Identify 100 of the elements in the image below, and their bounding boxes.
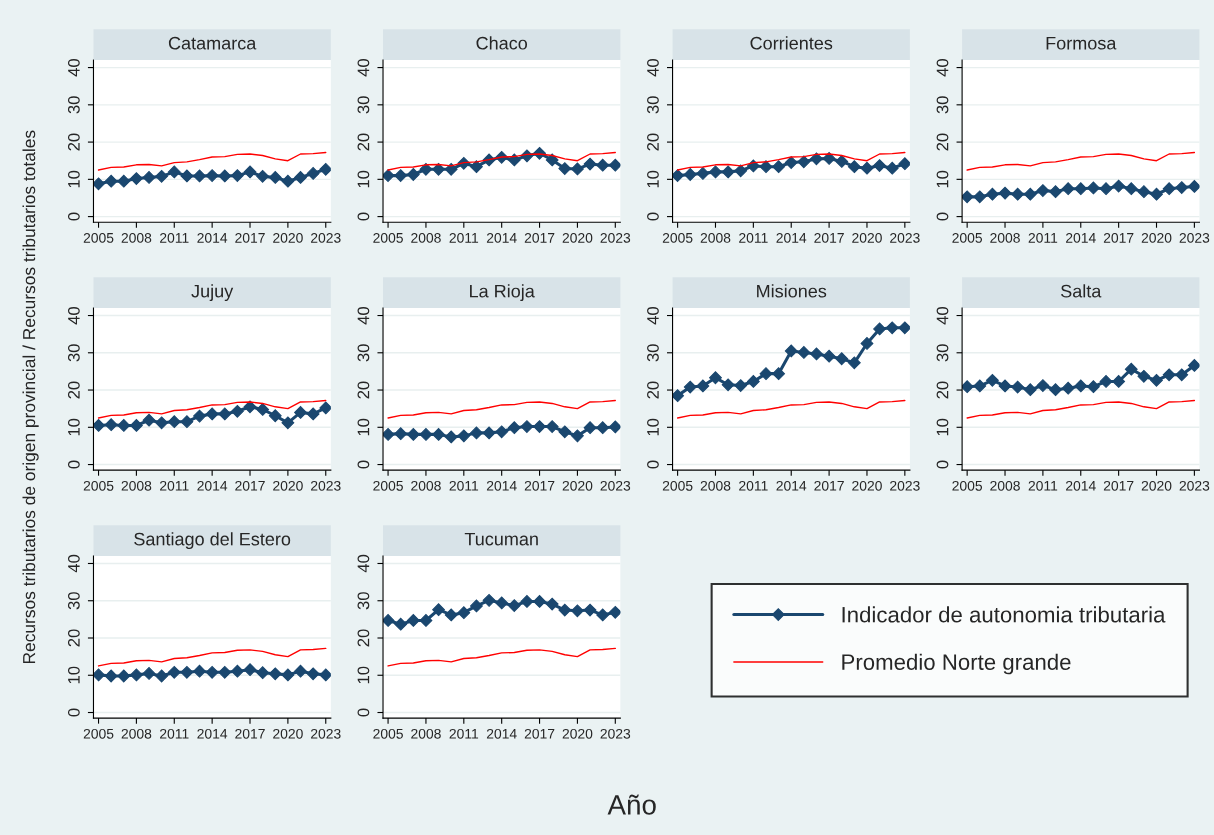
- point: [973, 190, 987, 204]
- point: [193, 664, 206, 678]
- chart-title: Jujuy: [191, 284, 234, 302]
- point: [583, 157, 597, 171]
- x-tick-label: 2023: [600, 232, 631, 243]
- point: [571, 604, 584, 618]
- point: [117, 669, 131, 683]
- x-tick-label: 2008: [411, 232, 441, 243]
- y-tick-label: 30: [357, 96, 370, 114]
- y-tick-label: 0: [357, 708, 370, 717]
- point: [759, 160, 773, 174]
- y-tick-label: 30: [647, 96, 659, 114]
- chart-title: Salta: [1061, 284, 1102, 298]
- y-tick-label: 10: [357, 170, 370, 188]
- point: [860, 337, 874, 350]
- point: [721, 165, 735, 179]
- point: [1187, 180, 1200, 193]
- y-tick-label: 20: [936, 133, 949, 151]
- line-series: [966, 151, 1196, 171]
- point: [596, 608, 610, 622]
- x-tick-label: 2008: [990, 480, 1020, 491]
- point: [822, 152, 836, 165]
- chart-title: Santiago del Estero: [134, 532, 291, 550]
- point: [1137, 369, 1151, 383]
- x-tick-label: 2008: [700, 480, 731, 491]
- y-tick-label: 10: [67, 666, 80, 684]
- point: [734, 164, 748, 178]
- point: [444, 430, 458, 444]
- point: [545, 153, 559, 167]
- point: [482, 593, 496, 607]
- y-tick-label: 40: [67, 58, 80, 77]
- point: [470, 426, 483, 440]
- point: [608, 158, 621, 172]
- point: [268, 667, 282, 681]
- x-tick-label: 2023: [311, 480, 341, 491]
- y-tick-label: 30: [936, 344, 949, 362]
- y-tick-label: 40: [357, 58, 370, 77]
- point: [205, 169, 219, 183]
- x-axis-title: Año: [607, 794, 656, 815]
- x-tick-label: 2008: [121, 480, 152, 491]
- point: [608, 605, 621, 619]
- point: [205, 407, 219, 421]
- x-tick-label: 2014: [486, 480, 517, 491]
- point: [432, 162, 445, 176]
- point: [772, 160, 786, 174]
- line-series: [676, 399, 906, 419]
- point: [696, 379, 710, 393]
- point: [885, 321, 899, 335]
- x-tick-label: 2011: [449, 728, 479, 739]
- point: [383, 169, 395, 183]
- point: [230, 664, 244, 678]
- chart-title: Tucuman: [464, 532, 538, 546]
- point: [419, 614, 433, 627]
- y-tick-label: 0: [647, 460, 659, 469]
- x-tick-label: 2017: [235, 480, 265, 491]
- point: [482, 426, 496, 440]
- x-tick-label: 2005: [373, 232, 403, 243]
- point: [1036, 379, 1050, 392]
- x-tick-label: 2011: [160, 232, 189, 243]
- point: [306, 166, 320, 180]
- point: [1150, 373, 1163, 387]
- x-tick-label: 2011: [449, 480, 479, 491]
- x-tick-label: 2023: [600, 480, 631, 491]
- x-tick-label: 2014: [1066, 232, 1096, 243]
- y-tick-label: 0: [936, 212, 949, 221]
- x-tick-label: 2017: [524, 480, 555, 491]
- y-tick-label: 30: [67, 592, 80, 610]
- x-tick-label: 2011: [739, 480, 768, 491]
- point: [558, 162, 572, 175]
- x-tick-label: 2020: [852, 232, 882, 243]
- point: [583, 421, 597, 435]
- x-tick-label: 2017: [814, 232, 844, 243]
- point: [383, 614, 395, 627]
- point: [243, 663, 257, 677]
- point: [457, 429, 471, 443]
- point: [734, 379, 748, 392]
- x-tick-label: 2014: [776, 480, 807, 491]
- point: [709, 165, 722, 179]
- point: [962, 190, 974, 204]
- x-tick-label: 2008: [121, 728, 152, 739]
- y-tick-label: 10: [647, 418, 659, 436]
- x-tick-label: 2005: [373, 480, 403, 491]
- point: [520, 595, 534, 608]
- point: [835, 155, 849, 168]
- point: [218, 407, 232, 421]
- x-tick-label: 2020: [852, 480, 882, 491]
- point: [117, 174, 131, 188]
- point: [1137, 185, 1151, 199]
- y-tick-label: 20: [67, 133, 80, 151]
- point: [495, 425, 509, 439]
- chart-title: Chaco: [476, 36, 528, 50]
- x-tick-label: 2017: [235, 232, 265, 243]
- y-tick-label: 40: [67, 306, 80, 325]
- y-tick-label: 10: [357, 666, 370, 684]
- point: [319, 162, 331, 176]
- point: [444, 608, 458, 622]
- point: [558, 603, 572, 617]
- point: [1036, 184, 1050, 197]
- point: [167, 665, 181, 679]
- y-tick-label: 10: [647, 170, 659, 188]
